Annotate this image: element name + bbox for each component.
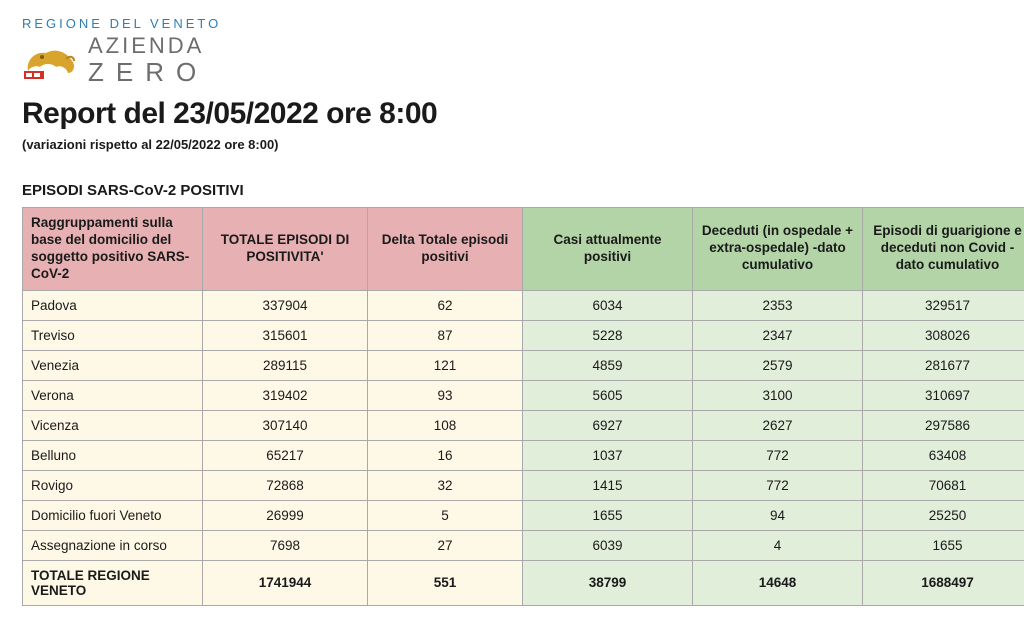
cell-guariti: 308026	[863, 320, 1024, 350]
cell-deceduti: 2579	[693, 350, 863, 380]
cell-label: Padova	[23, 290, 203, 320]
logo-text-line1: AZIENDA	[88, 35, 208, 57]
cell-guariti: 70681	[863, 470, 1024, 500]
cell-delta: 16	[368, 440, 523, 470]
cell-delta: 93	[368, 380, 523, 410]
table-row: Padova3379046260342353329517	[23, 290, 1024, 320]
cell-totale: 307140	[203, 410, 368, 440]
cell-deceduti: 772	[693, 470, 863, 500]
cell-guariti: 1688497	[863, 560, 1024, 605]
cell-positivi: 1415	[523, 470, 693, 500]
region-label: REGIONE DEL VENETO	[22, 16, 1002, 31]
cell-label: Vicenza	[23, 410, 203, 440]
cell-guariti: 281677	[863, 350, 1024, 380]
cell-positivi: 6039	[523, 530, 693, 560]
cell-positivi: 5605	[523, 380, 693, 410]
cell-label: Venezia	[23, 350, 203, 380]
cell-positivi: 6927	[523, 410, 693, 440]
cell-positivi: 5228	[523, 320, 693, 350]
cell-deceduti: 772	[693, 440, 863, 470]
cell-delta: 27	[368, 530, 523, 560]
cell-deceduti: 2627	[693, 410, 863, 440]
cell-totale: 72868	[203, 470, 368, 500]
col-header-deceduti: Deceduti (in ospedale + extra-ospedale) …	[693, 208, 863, 291]
cell-guariti: 297586	[863, 410, 1024, 440]
cell-positivi: 1037	[523, 440, 693, 470]
cell-totale: 315601	[203, 320, 368, 350]
cell-deceduti: 2347	[693, 320, 863, 350]
cell-guariti: 329517	[863, 290, 1024, 320]
cell-deceduti: 14648	[693, 560, 863, 605]
table-row: Assegnazione in corso769827603941655	[23, 530, 1024, 560]
cell-delta: 87	[368, 320, 523, 350]
cell-guariti: 1655	[863, 530, 1024, 560]
col-header-delta: Delta Totale episodi positivi	[368, 208, 523, 291]
cell-guariti: 25250	[863, 500, 1024, 530]
cell-positivi: 6034	[523, 290, 693, 320]
cell-positivi: 1655	[523, 500, 693, 530]
logo-text-line2: ZERO	[88, 59, 208, 85]
cell-deceduti: 4	[693, 530, 863, 560]
table-row: Treviso3156018752282347308026	[23, 320, 1024, 350]
col-header-grouping: Raggruppamenti sulla base del domicilio …	[23, 208, 203, 291]
cell-guariti: 310697	[863, 380, 1024, 410]
cell-totale: 65217	[203, 440, 368, 470]
cell-totale: 289115	[203, 350, 368, 380]
cell-delta: 108	[368, 410, 523, 440]
table-total-row: TOTALE REGIONE VENETO1741944551387991464…	[23, 560, 1024, 605]
logo-lion-icon	[22, 37, 78, 83]
cell-label: Belluno	[23, 440, 203, 470]
cell-deceduti: 3100	[693, 380, 863, 410]
cell-label: Assegnazione in corso	[23, 530, 203, 560]
cell-label: TOTALE REGIONE VENETO	[23, 560, 203, 605]
logo-wordmark: AZIENDA ZERO	[88, 35, 208, 85]
cell-totale: 7698	[203, 530, 368, 560]
table-row: Vicenza30714010869272627297586	[23, 410, 1024, 440]
cell-delta: 32	[368, 470, 523, 500]
cell-delta: 5	[368, 500, 523, 530]
cell-totale: 337904	[203, 290, 368, 320]
table-row: Domicilio fuori Veneto26999516559425250	[23, 500, 1024, 530]
cell-totale: 26999	[203, 500, 368, 530]
cell-positivi: 4859	[523, 350, 693, 380]
table-header-row: Raggruppamenti sulla base del domicilio …	[23, 208, 1024, 291]
cell-label: Verona	[23, 380, 203, 410]
logo-block: AZIENDA ZERO	[22, 35, 1002, 85]
cell-label: Treviso	[23, 320, 203, 350]
cell-label: Rovigo	[23, 470, 203, 500]
table-row: Belluno6521716103777263408	[23, 440, 1024, 470]
cell-positivi: 38799	[523, 560, 693, 605]
cell-delta: 62	[368, 290, 523, 320]
col-header-guariti: Episodi di guarigione e deceduti non Cov…	[863, 208, 1024, 291]
cell-delta: 121	[368, 350, 523, 380]
table-row: Rovigo7286832141577270681	[23, 470, 1024, 500]
table-row: Venezia28911512148592579281677	[23, 350, 1024, 380]
cell-deceduti: 94	[693, 500, 863, 530]
page-subtitle: (variazioni rispetto al 22/05/2022 ore 8…	[22, 137, 1002, 152]
cell-totale: 319402	[203, 380, 368, 410]
episodes-table: Raggruppamenti sulla base del domicilio …	[22, 207, 1024, 606]
cell-totale: 1741944	[203, 560, 368, 605]
page-title: Report del 23/05/2022 ore 8:00	[22, 97, 1002, 131]
col-header-totale: TOTALE EPISODI DI POSITIVITA'	[203, 208, 368, 291]
cell-deceduti: 2353	[693, 290, 863, 320]
section-title: EPISODI SARS-CoV-2 POSITIVI	[22, 182, 1002, 199]
cell-delta: 551	[368, 560, 523, 605]
cell-label: Domicilio fuori Veneto	[23, 500, 203, 530]
table-row: Verona3194029356053100310697	[23, 380, 1024, 410]
col-header-positivi: Casi attualmente positivi	[523, 208, 693, 291]
cell-guariti: 63408	[863, 440, 1024, 470]
